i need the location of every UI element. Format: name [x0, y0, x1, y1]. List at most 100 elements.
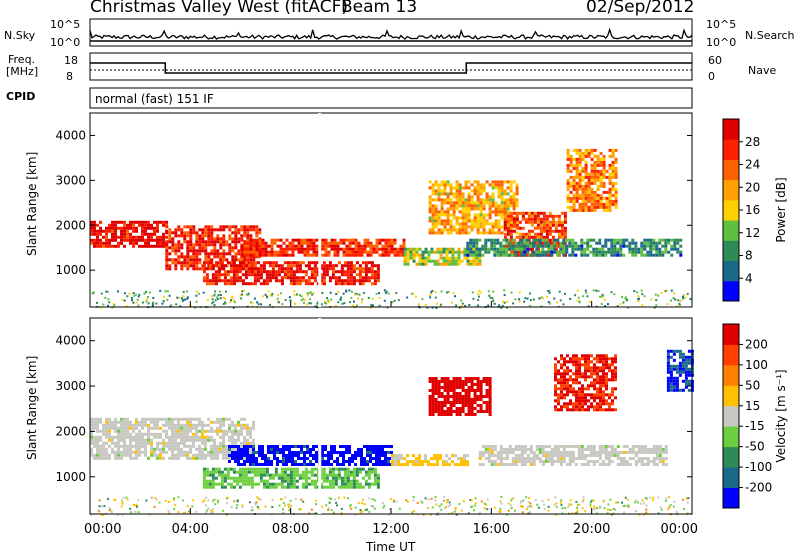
heatmap-cell [247, 467, 251, 471]
heatmap-cell [192, 243, 196, 247]
heatmap-cell [554, 399, 557, 403]
heatmap-cell [150, 453, 153, 457]
heatmap-cell [593, 399, 596, 403]
heatmap-cell [466, 244, 470, 248]
noise-cell [479, 291, 482, 294]
heatmap-cell [424, 460, 427, 464]
heatmap-cell [563, 360, 566, 364]
heatmap-cell [171, 456, 174, 460]
heatmap-cell [553, 451, 557, 454]
heatmap-cell [276, 244, 280, 248]
heatmap-cell [485, 383, 489, 386]
heatmap-cell [144, 226, 147, 230]
freq-tick-bottom: 8 [66, 70, 73, 83]
heatmap-cell [424, 256, 428, 260]
heatmap-cell [488, 231, 492, 235]
heatmap-cell [619, 451, 623, 454]
heatmap-cell [494, 231, 498, 235]
noise-cell [678, 304, 681, 306]
heatmap-cell [475, 262, 479, 266]
heatmap-cell [333, 247, 337, 251]
heatmap-cell [211, 282, 215, 286]
heatmap-cell [542, 235, 546, 239]
heatmap-cell [343, 273, 347, 277]
heatmap-cell [566, 354, 569, 358]
noise-cell [424, 304, 427, 306]
heatmap-cell [274, 270, 278, 274]
heatmap-cell [183, 429, 186, 433]
heatmap-cell [604, 457, 608, 460]
heatmap-cell [324, 238, 328, 242]
heatmap-cell [505, 463, 509, 466]
noise-cell [350, 296, 353, 299]
heatmap-cell [328, 479, 332, 483]
heatmap-cell [250, 282, 254, 286]
heatmap-cell [174, 432, 177, 436]
heatmap-cell [147, 226, 150, 230]
heatmap-cell [476, 383, 480, 386]
heatmap-cell [381, 463, 384, 466]
heatmap-cell [340, 476, 344, 480]
heatmap-cell [584, 208, 588, 212]
heatmap-cell [321, 463, 324, 466]
heatmap-cell [652, 451, 656, 454]
heatmap-cell [509, 229, 513, 233]
heatmap-cell [123, 435, 126, 439]
heatmap-cell [234, 246, 238, 250]
heatmap-cell [96, 447, 99, 451]
heatmap-cell [530, 217, 534, 221]
heatmap-cell [234, 438, 237, 442]
heatmap-cell [273, 448, 276, 451]
heatmap-cell [201, 456, 204, 460]
heatmap-cell [530, 220, 534, 224]
heatmap-cell [376, 279, 380, 283]
noise-cell [348, 301, 351, 304]
heatmap-cell [437, 213, 441, 217]
heatmap-cell [428, 404, 432, 407]
heatmap-cell [607, 247, 611, 251]
heatmap-cell [265, 276, 269, 280]
heatmap-cell [189, 429, 192, 433]
heatmap-cell [363, 457, 366, 460]
noise-cell [219, 294, 222, 296]
heatmap-cell [487, 445, 491, 448]
heatmap-cell [297, 457, 300, 460]
heatmap-cell [373, 479, 377, 483]
noise-cell [186, 296, 189, 299]
heatmap-cell [446, 210, 450, 214]
heatmap-cell [250, 482, 254, 486]
heatmap-cell [268, 264, 272, 268]
heatmap-cell [646, 460, 650, 463]
heatmap-cell [569, 384, 572, 388]
heatmap-cell [234, 447, 237, 451]
heatmap-cell [111, 220, 114, 224]
noise-cell [213, 294, 216, 297]
heatmap-cell [439, 256, 443, 260]
heatmap-cell [208, 470, 212, 474]
noise-cell [303, 298, 306, 301]
heatmap-cell [252, 454, 255, 457]
heatmap-cell [611, 166, 615, 170]
heatmap-cell [159, 432, 162, 436]
heatmap-cell [569, 360, 572, 364]
heatmap-cell [241, 470, 245, 474]
heatmap-cell [114, 429, 117, 433]
heatmap-cell [514, 241, 518, 245]
heatmap-cell [497, 219, 501, 223]
heatmap-cell [132, 229, 135, 233]
heatmap-cell [183, 438, 186, 442]
heatmap-cell [610, 451, 614, 454]
noise-cell [621, 296, 624, 298]
heatmap-cell [428, 180, 432, 184]
heatmap-cell [497, 180, 501, 184]
heatmap-cell [658, 460, 662, 463]
heatmap-cell [252, 445, 255, 448]
heatmap-cell [228, 454, 231, 457]
heatmap-cell [593, 396, 596, 400]
heatmap-cell [390, 238, 394, 242]
heatmap-cell [111, 438, 114, 442]
heatmap-cell [220, 264, 224, 268]
noise-cell [595, 289, 598, 292]
heatmap-cell [205, 267, 209, 271]
heatmap-cell [505, 451, 509, 454]
